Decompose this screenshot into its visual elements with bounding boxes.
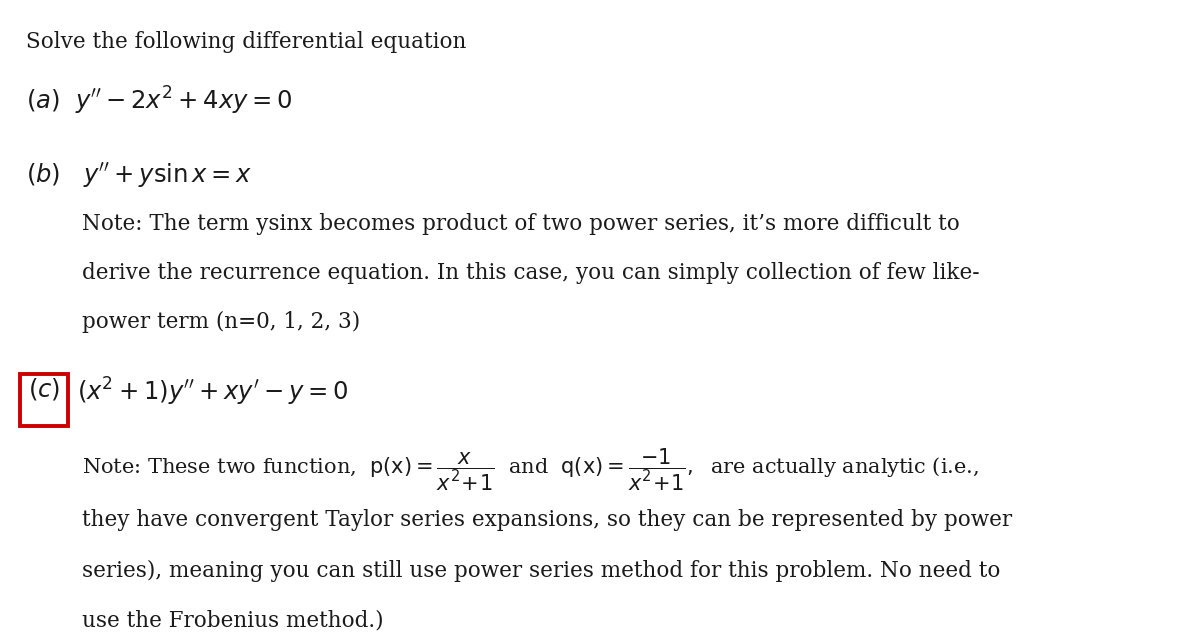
Text: $(x^2 + 1)y'' + xy' - y = 0$: $(x^2 + 1)y'' + xy' - y = 0$ xyxy=(77,376,348,408)
Text: Note: The term ysinx becomes product of two power series, it’s more difficult to: Note: The term ysinx becomes product of … xyxy=(82,213,959,235)
Text: Note: These two function,  $\mathrm{p(x)} = \dfrac{\;\,x\;\,}{x^2\!+\!1}$  and  : Note: These two function, $\mathrm{p(x)}… xyxy=(82,447,979,493)
Text: power term (n=0, 1, 2, 3): power term (n=0, 1, 2, 3) xyxy=(82,311,360,333)
Text: Solve the following differential equation: Solve the following differential equatio… xyxy=(26,31,467,53)
Text: $\mathit{(a)}$  $y'' - 2x^2 + 4xy = 0$: $\mathit{(a)}$ $y'' - 2x^2 + 4xy = 0$ xyxy=(26,85,293,117)
Text: $\mathit{(c)}$: $\mathit{(c)}$ xyxy=(28,376,60,402)
Text: derive the recurrence equation. In this case, you can simply collection of few l: derive the recurrence equation. In this … xyxy=(82,262,979,284)
Text: use the Frobenius method.): use the Frobenius method.) xyxy=(82,610,383,631)
Text: they have convergent Taylor series expansions, so they can be represented by pow: they have convergent Taylor series expan… xyxy=(82,509,1012,531)
Text: $\mathit{(b)}$   $y'' + y\sin x = x$: $\mathit{(b)}$ $y'' + y\sin x = x$ xyxy=(26,161,253,190)
Text: series), meaning you can still use power series method for this problem. No need: series), meaning you can still use power… xyxy=(82,559,1000,581)
